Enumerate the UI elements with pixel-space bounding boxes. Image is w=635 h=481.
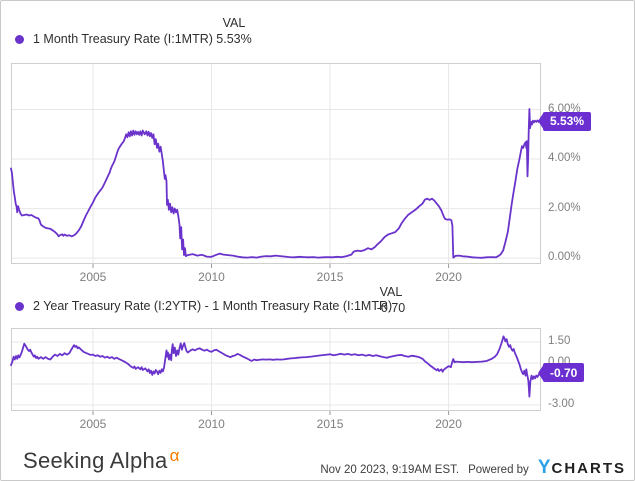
x-axis-label: 2005	[79, 270, 107, 284]
x-axis-label: 2015	[316, 417, 344, 431]
last-value-badge: -0.70	[543, 363, 585, 383]
x-axis-label: 2005	[79, 417, 107, 431]
powered-by-label: Powered by	[468, 464, 529, 476]
ycharts-logo: Y CHARTS	[538, 457, 626, 479]
x-axis-label: 2020	[435, 417, 462, 431]
top-val-column: VAL 5.53%	[202, 16, 266, 47]
series-line	[10, 108, 542, 259]
bottom-series-value: -0.70	[376, 301, 406, 315]
top-chart-plot	[10, 63, 542, 268]
y-axis-label: 0.00%	[548, 251, 581, 264]
seeking-alpha-wordmark: Seeking Alpha	[23, 448, 168, 473]
series-bullet-icon	[15, 301, 24, 311]
val-header: VAL	[379, 285, 403, 299]
top-series-value: 5.53%	[216, 32, 252, 46]
top-series-label: 1 Month Treasury Rate (I:1MTR)	[33, 32, 213, 46]
last-value-badge: 5.53%	[543, 111, 592, 131]
timestamp: Nov 20 2023, 9:19AM EST.	[320, 464, 460, 476]
bottom-series-label: 2 Year Treasury Rate (I:2YTR) - 1 Month …	[33, 299, 393, 313]
line-chart-svg	[10, 328, 542, 415]
val-header: VAL	[222, 16, 246, 30]
y-axis-label: -3.00	[548, 397, 575, 410]
series-bullet-icon	[15, 34, 24, 44]
x-axis-label: 2015	[316, 270, 344, 284]
plot-border	[11, 63, 541, 264]
ycharts-wordmark: CHARTS	[551, 460, 626, 477]
y-axis-label: 4.00%	[548, 152, 581, 165]
line-chart-svg	[10, 63, 542, 268]
bottom-chart-legend: 2 Year Treasury Rate (I:2YTR) - 1 Month …	[15, 299, 392, 313]
plot-border	[11, 328, 541, 411]
alpha-icon: α	[169, 446, 180, 465]
y-axis-label: 1.50	[548, 334, 571, 347]
top-chart-legend: 1 Month Treasury Rate (I:1MTR)	[15, 32, 213, 46]
footer-attribution: Nov 20 2023, 9:19AM EST. Powered by Y CHA…	[320, 457, 626, 479]
series-line	[10, 335, 542, 398]
seeking-alpha-logo: Seeking Alpha α	[23, 446, 180, 474]
x-axis-label: 2010	[198, 417, 225, 431]
bottom-chart-plot	[10, 328, 542, 415]
bottom-val-column: VAL -0.70	[359, 285, 423, 316]
ycharts-y-icon: Y	[537, 457, 551, 478]
y-axis-label: 2.00%	[548, 201, 581, 214]
x-axis-label: 2020	[435, 270, 462, 284]
x-axis-label: 2010	[198, 270, 225, 284]
